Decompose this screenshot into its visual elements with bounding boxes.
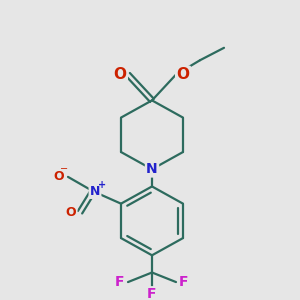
- Text: O: O: [176, 67, 190, 82]
- Text: O: O: [113, 67, 127, 82]
- Text: N: N: [146, 162, 158, 176]
- Text: +: +: [98, 181, 106, 190]
- Text: −: −: [60, 164, 68, 174]
- Text: F: F: [147, 287, 157, 300]
- Text: N: N: [90, 185, 100, 198]
- Text: F: F: [179, 275, 189, 289]
- Text: O: O: [54, 170, 64, 183]
- Text: F: F: [115, 275, 125, 289]
- Text: O: O: [66, 206, 76, 219]
